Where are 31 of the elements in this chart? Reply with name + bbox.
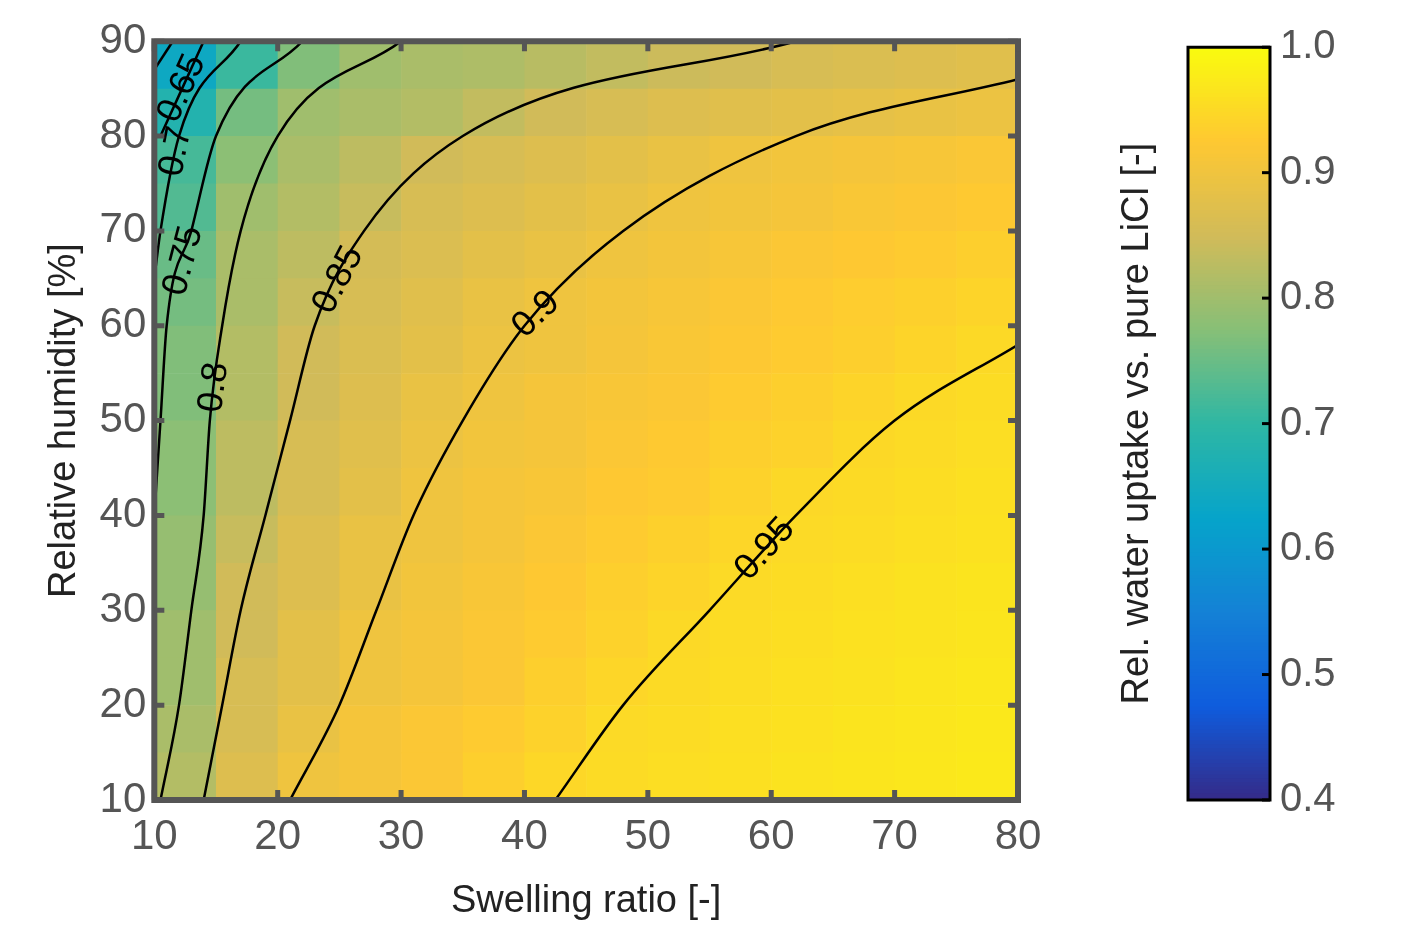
color-bar-label: 0.7: [1280, 398, 1336, 443]
y-tick-label: 40: [99, 489, 147, 537]
text: 0.75: [152, 221, 210, 300]
x-tick-label: 20: [254, 810, 302, 858]
x-axis-title: Swelling ratio [-]: [450, 877, 722, 920]
color-bar-label: 0.4: [1280, 775, 1336, 820]
color-bar-label: 0.9: [1280, 147, 1336, 192]
x-tick-label: 50: [624, 810, 672, 858]
y-tick-label: 20: [99, 678, 147, 726]
y-tick-label: 50: [99, 394, 147, 442]
y-tick-label: 30: [99, 583, 147, 631]
y-tick-label: 10: [99, 773, 147, 821]
color-bar-label: 0.8: [1280, 273, 1336, 318]
y-tick-label: 70: [99, 204, 147, 252]
line-series: [554, 343, 1018, 800]
color-bar-label: 0.6: [1280, 524, 1336, 569]
text: 0.7: [148, 122, 199, 180]
x-tick-label: 40: [501, 810, 548, 858]
x-tick-label: 70: [871, 810, 918, 858]
text: 0.9: [502, 280, 567, 345]
x-tick-label: 30: [377, 810, 425, 858]
y-tick-label: 90: [99, 14, 147, 62]
x-tick-label: 80: [994, 810, 1042, 858]
color-bar-label: 0.5: [1280, 649, 1336, 694]
y-tick-label: 60: [99, 299, 147, 347]
y-axis-title: Relative humidity [%]: [41, 243, 84, 599]
color-bar-label: 1.0: [1280, 22, 1336, 67]
color-bar-title: Rel. water uptake vs. pure LiCl [-]: [1114, 142, 1157, 705]
x-tick-label: 60: [747, 810, 795, 858]
line-series: [288, 77, 1018, 800]
y-tick-label: 80: [99, 109, 147, 157]
